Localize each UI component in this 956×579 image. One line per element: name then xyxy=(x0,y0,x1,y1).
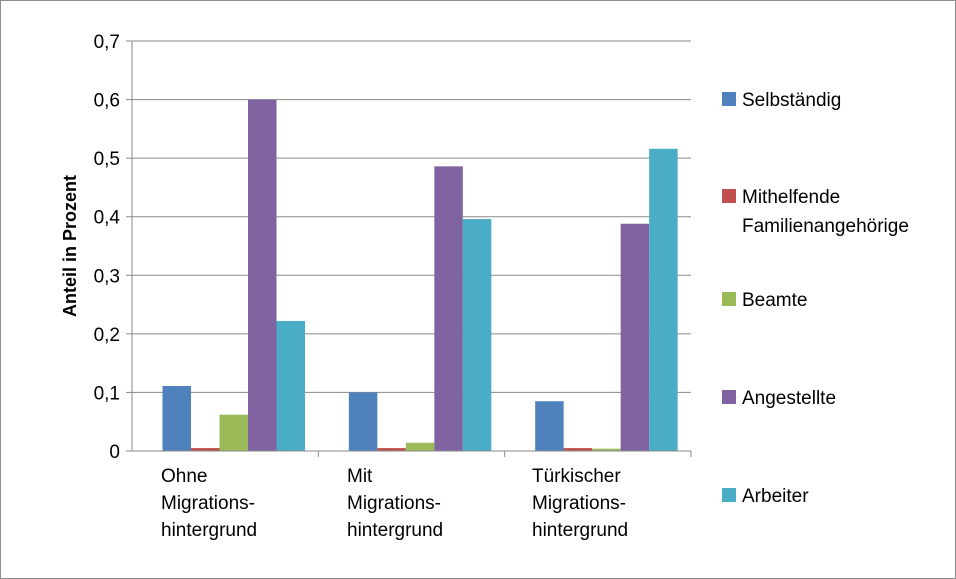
bar-arbeiter-2 xyxy=(462,219,492,451)
y-tick-label: 0,3 xyxy=(94,266,120,287)
bar-arbeiter-3 xyxy=(649,148,678,451)
legend-label: Mithelfende Familienangehörige xyxy=(742,187,909,237)
legend-label: Beamte xyxy=(742,290,807,311)
category-label: Ohne Migrations-hintergrund xyxy=(161,466,257,541)
y-tick-label: 0,7 xyxy=(94,32,120,53)
bar-selbständig-1 xyxy=(162,385,191,451)
y-tick-label: 0,5 xyxy=(94,149,120,170)
bar-angestellte-2 xyxy=(434,166,463,452)
bar-beamte-1 xyxy=(219,414,248,451)
bar-mithelfende-familienangehörige-2 xyxy=(377,448,406,451)
category-label: Mit Migrations-hintergrund xyxy=(347,466,443,541)
bar-beamte-3 xyxy=(592,448,621,451)
gridlines xyxy=(126,40,691,452)
legend-label: Angestellte xyxy=(742,388,836,409)
legend-swatch xyxy=(722,390,736,404)
legend-swatch xyxy=(722,488,736,502)
y-tick-labels: 0 0,1 0,2 0,3 0,4 0,5 0,6 0,7 xyxy=(94,32,121,463)
legend-swatch xyxy=(722,292,736,306)
bar-angestellte-1 xyxy=(248,99,277,452)
bar-mithelfende-familienangehörige-3 xyxy=(563,448,593,451)
bar-mithelfende-familienangehörige-1 xyxy=(191,448,220,451)
axes xyxy=(131,41,692,457)
legend-swatch xyxy=(722,189,736,203)
bars xyxy=(162,99,678,452)
category-label: Türkischer Migrations-hintergrund xyxy=(532,466,628,541)
y-tick-label: 0,2 xyxy=(94,325,120,346)
bar-selbständig-3 xyxy=(535,401,564,451)
bar-angestellte-3 xyxy=(620,223,650,451)
y-axis-title: Anteil in Prozent xyxy=(60,175,80,317)
y-tick-label: 0,4 xyxy=(94,208,121,229)
bar-arbeiter-1 xyxy=(276,320,305,451)
y-tick-label: 0,6 xyxy=(94,91,120,112)
category-labels: Ohne Migrations-hintergrund Mit Migrations-… xyxy=(161,466,628,541)
legend-swatch xyxy=(722,92,736,106)
y-tick-label: 0 xyxy=(109,442,120,463)
legend-label: Arbeiter xyxy=(742,486,809,507)
legend-label: Selbständig xyxy=(742,90,841,111)
y-tick-label: 0,1 xyxy=(94,383,120,404)
bar-selbständig-2 xyxy=(348,392,378,451)
legend: Selbständig Mithelfende Familienangehörige… xyxy=(722,90,909,507)
bar-beamte-2 xyxy=(405,442,435,451)
